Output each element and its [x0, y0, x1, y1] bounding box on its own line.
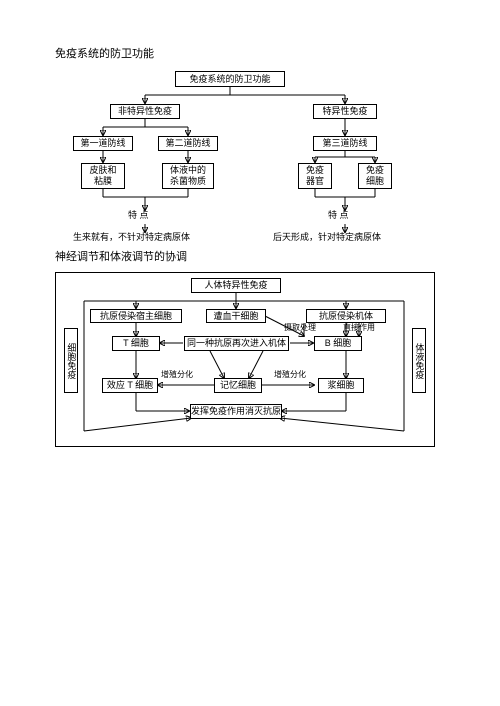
box-reenter: 同一种抗原再次进入机体: [184, 336, 289, 351]
box-body: 抗原侵染机体: [306, 309, 386, 323]
box-spec: 特异性免疫: [313, 104, 377, 119]
box-line1: 第一道防线: [73, 136, 133, 151]
title-1: 免疫系统的防卫功能: [55, 45, 465, 61]
lbl-born: 生来就有，不针对特定病原体: [73, 233, 190, 243]
box-efft: 效应 T 细胞: [102, 378, 158, 393]
diagram-2: 人体特异性免疫 细胞免疫 体液免疫 抗原侵染宿主细胞 遭血干细胞 抗原侵染机体 …: [55, 272, 435, 447]
box-line3: 第三道防线: [313, 136, 377, 151]
box-humimm: 体液免疫: [412, 328, 426, 393]
title-2: 神经调节和体液调节的协调: [55, 248, 465, 264]
box-root: 免疫系统的防卫功能: [175, 71, 285, 87]
lbl-feat1: 特 点: [128, 211, 149, 221]
box-kill: 体液中的 杀菌物质: [162, 163, 214, 189]
lbl-acq: 后天形成，针对特定病原体: [273, 233, 381, 243]
box-root2: 人体特异性免疫: [191, 278, 281, 293]
box-cellimm: 细胞免疫: [64, 328, 78, 393]
box-plasma: 浆细胞: [318, 378, 364, 393]
lbl-prolif2: 增殖分化: [274, 371, 306, 380]
box-bcell: B 细胞: [314, 336, 362, 351]
box-cell: 免疫 细胞: [358, 163, 392, 189]
lbl-feat2: 特 点: [328, 211, 349, 221]
lbl-prolif1: 增殖分化: [161, 371, 193, 380]
diagram-1: 免疫系统的防卫功能 非特异性免疫 特异性免疫 第一道防线 第二道防线 第三道防线…: [55, 69, 445, 244]
box-nonspec: 非特异性免疫: [110, 104, 180, 119]
lbl-direct: 直接作用: [343, 324, 375, 333]
box-memory: 记忆细胞: [214, 378, 262, 393]
box-skin: 皮肤和 粘膜: [81, 163, 125, 189]
box-organ: 免疫 器官: [298, 163, 332, 189]
box-tcell: T 细胞: [112, 336, 160, 351]
box-line2: 第二道防线: [158, 136, 218, 151]
box-action: 发挥免疫作用消灭抗原: [190, 404, 282, 419]
box-blood: 遭血干细胞: [206, 309, 266, 323]
box-host: 抗原侵染宿主细胞: [90, 309, 182, 323]
lbl-extract: 摄取处理: [284, 324, 316, 333]
